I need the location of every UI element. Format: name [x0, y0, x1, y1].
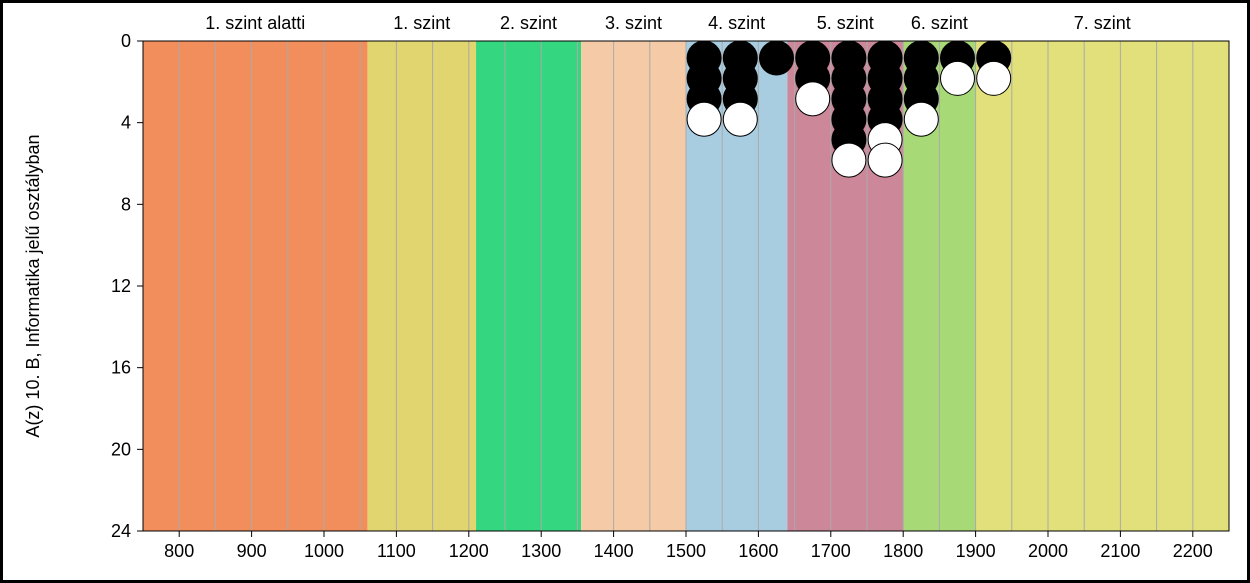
band-label: 6. szint: [911, 13, 968, 33]
x-tick-label: 1000: [304, 541, 344, 561]
y-tick-label: 0: [121, 31, 131, 51]
level-band: [976, 41, 1229, 531]
y-tick-label: 4: [121, 113, 131, 133]
band-label: 2. szint: [500, 13, 557, 33]
dot-white: [723, 102, 757, 136]
x-tick-label: 1300: [521, 541, 561, 561]
band-label: 7. szint: [1074, 13, 1131, 33]
level-band: [143, 41, 367, 531]
dot-white: [687, 102, 721, 136]
y-tick-label: 20: [111, 439, 131, 459]
band-label: 5. szint: [817, 13, 874, 33]
x-tick-label: 1700: [811, 541, 851, 561]
dot-white: [868, 143, 902, 177]
dot-white: [832, 143, 866, 177]
x-tick-label: 1500: [666, 541, 706, 561]
band-label: 4. szint: [708, 13, 765, 33]
dot-white: [904, 102, 938, 136]
x-tick-label: 2100: [1100, 541, 1140, 561]
level-band: [581, 41, 686, 531]
y-tick-label: 12: [111, 276, 131, 296]
dot-white: [977, 61, 1011, 95]
level-band: [367, 41, 476, 531]
band-label: 3. szint: [605, 13, 662, 33]
y-tick-label: 8: [121, 194, 131, 214]
x-tick-label: 900: [237, 541, 267, 561]
x-tick-label: 1900: [956, 541, 996, 561]
dot-white: [941, 61, 975, 95]
band-label: 1. szint alatti: [205, 13, 305, 33]
chart-frame: 800 900 1000 1100 1200 1300 1400 1500 1600 1700 18…: [0, 0, 1250, 583]
y-tick-label: 16: [111, 358, 131, 378]
x-tick-label: 800: [164, 541, 194, 561]
y-axis-title: A(z) 10. B, Informatika jelű osztályban: [23, 134, 43, 437]
x-tick-label: 1600: [738, 541, 778, 561]
x-tick-label: 1800: [883, 541, 923, 561]
dot-black: [760, 41, 794, 75]
x-tick-label: 1100: [377, 541, 416, 561]
x-tick-label: 1400: [594, 541, 634, 561]
x-tick-label: 1200: [449, 541, 489, 561]
x-tick-label: 2200: [1173, 541, 1213, 561]
x-tick-label: 2000: [1028, 541, 1068, 561]
band-label: 1. szint: [393, 13, 450, 33]
dot-white: [796, 82, 830, 116]
dotplot-chart: 800 900 1000 1100 1200 1300 1400 1500 1600 1700 18…: [3, 3, 1247, 580]
y-tick-label: 24: [111, 521, 131, 541]
level-band: [476, 41, 581, 531]
